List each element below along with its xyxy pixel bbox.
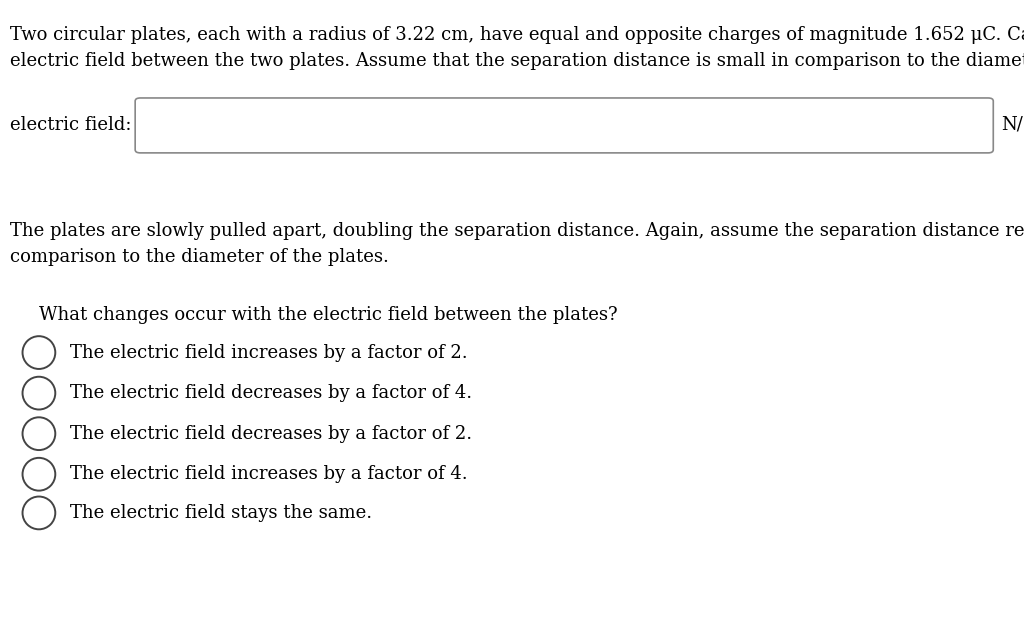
Text: The plates are slowly pulled apart, doubling the separation distance. Again, ass: The plates are slowly pulled apart, doub…	[10, 222, 1024, 240]
Text: The electric field increases by a factor of 2.: The electric field increases by a factor…	[70, 344, 467, 361]
Text: What changes occur with the electric field between the plates?: What changes occur with the electric fie…	[39, 306, 617, 324]
Text: The electric field decreases by a factor of 2.: The electric field decreases by a factor…	[70, 425, 472, 442]
Text: The electric field decreases by a factor of 4.: The electric field decreases by a factor…	[70, 384, 472, 402]
Text: The electric field increases by a factor of 4.: The electric field increases by a factor…	[70, 466, 467, 483]
Text: comparison to the diameter of the plates.: comparison to the diameter of the plates…	[10, 248, 389, 266]
Text: electric field between the two plates. Assume that the separation distance is sm: electric field between the two plates. A…	[10, 52, 1024, 71]
Text: The electric field stays the same.: The electric field stays the same.	[70, 504, 372, 522]
Text: Two circular plates, each with a radius of 3.22 cm, have equal and opposite char: Two circular plates, each with a radius …	[10, 26, 1024, 44]
FancyBboxPatch shape	[135, 98, 993, 153]
Text: N/: N/	[1001, 116, 1023, 134]
Text: electric field:: electric field:	[10, 116, 132, 134]
